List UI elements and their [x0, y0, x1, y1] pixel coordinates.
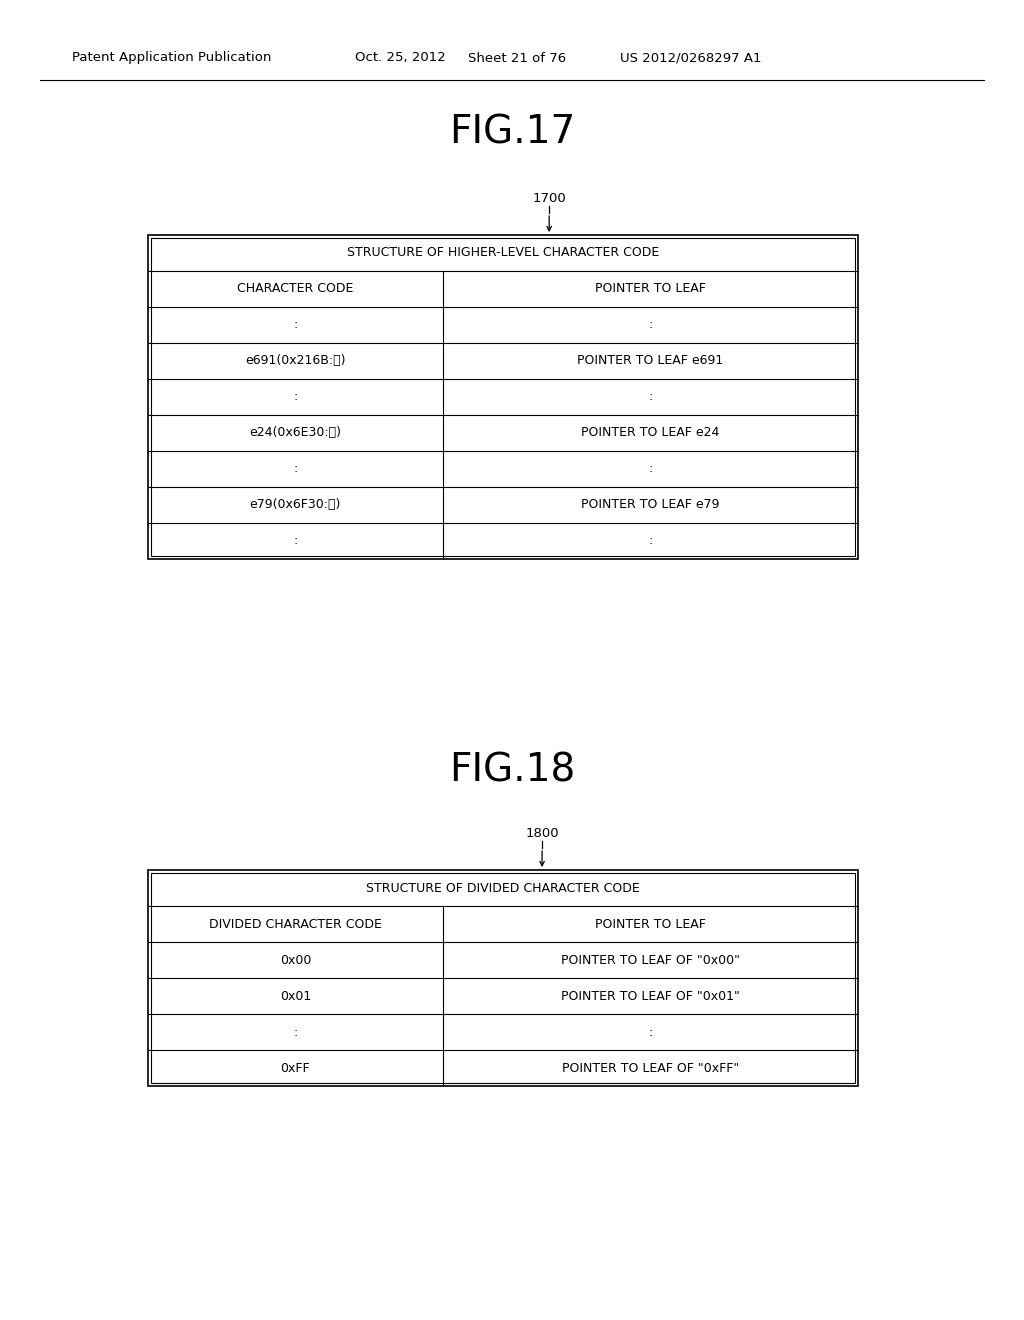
- Text: Sheet 21 of 76: Sheet 21 of 76: [468, 51, 566, 65]
- Text: :: :: [293, 318, 297, 331]
- Text: :: :: [293, 535, 297, 548]
- Bar: [148, 235, 858, 558]
- Text: Oct. 25, 2012: Oct. 25, 2012: [355, 51, 445, 65]
- Text: POINTER TO LEAF: POINTER TO LEAF: [595, 282, 706, 296]
- Bar: [148, 870, 858, 1086]
- Text: STRUCTURE OF HIGHER-LEVEL CHARACTER CODE: STRUCTURE OF HIGHER-LEVEL CHARACTER CODE: [347, 247, 659, 260]
- Text: :: :: [648, 318, 652, 331]
- Text: POINTER TO LEAF e24: POINTER TO LEAF e24: [582, 426, 720, 440]
- Text: POINTER TO LEAF e691: POINTER TO LEAF e691: [578, 355, 723, 367]
- Text: CHARACTER CODE: CHARACTER CODE: [238, 282, 353, 296]
- Bar: [151, 238, 855, 556]
- Text: POINTER TO LEAF e79: POINTER TO LEAF e79: [581, 499, 720, 511]
- Text: STRUCTURE OF DIVIDED CHARACTER CODE: STRUCTURE OF DIVIDED CHARACTER CODE: [367, 882, 640, 895]
- Text: :: :: [648, 462, 652, 475]
- Text: 1800: 1800: [525, 828, 559, 840]
- Text: :: :: [293, 1026, 297, 1039]
- Text: 0xFF: 0xFF: [281, 1061, 310, 1074]
- Text: POINTER TO LEAF OF "0x00": POINTER TO LEAF OF "0x00": [561, 953, 739, 966]
- Text: :: :: [293, 391, 297, 404]
- Text: :: :: [648, 535, 652, 548]
- Text: :: :: [648, 1026, 652, 1039]
- Text: 0x01: 0x01: [280, 990, 311, 1002]
- Text: US 2012/0268297 A1: US 2012/0268297 A1: [620, 51, 762, 65]
- Bar: [151, 873, 855, 1082]
- Text: :: :: [293, 462, 297, 475]
- Text: Patent Application Publication: Patent Application Publication: [72, 51, 271, 65]
- Text: 0x00: 0x00: [280, 953, 311, 966]
- Text: DIVIDED CHARACTER CODE: DIVIDED CHARACTER CODE: [209, 917, 382, 931]
- Text: e691(0x216B:次): e691(0x216B:次): [245, 355, 345, 367]
- Text: POINTER TO LEAF OF "0x01": POINTER TO LEAF OF "0x01": [561, 990, 739, 1002]
- Text: POINTER TO LEAF: POINTER TO LEAF: [595, 917, 706, 931]
- Text: POINTER TO LEAF OF "0xFF": POINTER TO LEAF OF "0xFF": [562, 1061, 739, 1074]
- Text: FIG.17: FIG.17: [449, 114, 575, 150]
- Text: :: :: [648, 391, 652, 404]
- Text: FIG.18: FIG.18: [449, 751, 575, 789]
- Text: e79(0x6F30:は): e79(0x6F30:は): [250, 499, 341, 511]
- Text: 1700: 1700: [532, 191, 566, 205]
- Text: e24(0x6E30:の): e24(0x6E30:の): [249, 426, 341, 440]
